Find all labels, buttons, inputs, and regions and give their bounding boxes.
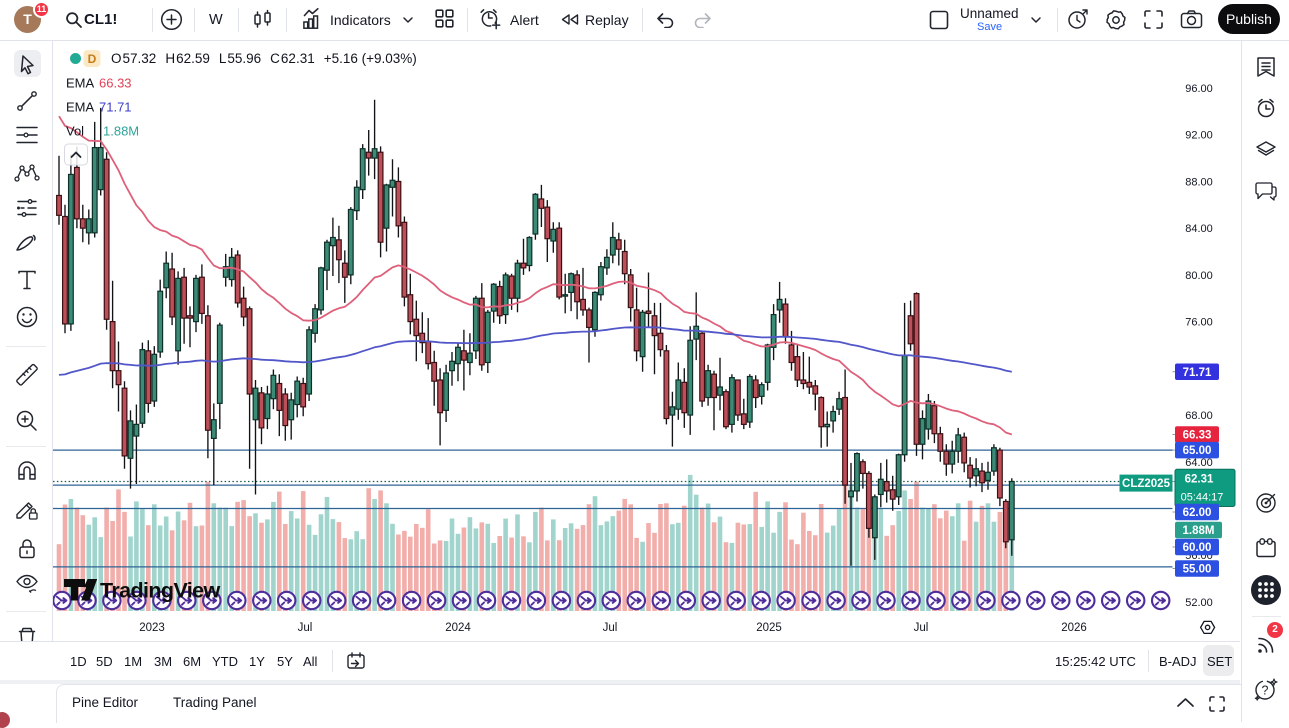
svg-text:05:44:17: 05:44:17	[1181, 492, 1224, 504]
svg-text:62.00: 62.00	[1183, 507, 1212, 519]
svg-text:2026: 2026	[1061, 622, 1087, 634]
svg-text:1.88M: 1.88M	[1183, 525, 1215, 537]
svg-text:Jul: Jul	[298, 622, 313, 634]
svg-text:EMA 66.33: EMA 66.33	[66, 76, 132, 91]
svg-text:96.00: 96.00	[1185, 83, 1213, 95]
svg-text:76.00: 76.00	[1185, 317, 1213, 329]
svg-text:62.31: 62.31	[1185, 474, 1214, 486]
svg-text:65.00: 65.00	[1183, 445, 1212, 457]
svg-text:D: D	[88, 52, 97, 66]
svg-text:88.00: 88.00	[1185, 176, 1213, 188]
svg-text:80.00: 80.00	[1185, 270, 1213, 282]
svg-text:2025: 2025	[756, 622, 782, 634]
svg-text:2024: 2024	[445, 622, 471, 634]
svg-text:66.33: 66.33	[1183, 430, 1212, 442]
svg-text:Jul: Jul	[603, 622, 618, 634]
svg-text:EMA 71.71: EMA 71.71	[66, 100, 132, 115]
svg-text:Jul: Jul	[914, 622, 929, 634]
svg-text:64.00: 64.00	[1185, 457, 1213, 469]
svg-text:2023: 2023	[139, 622, 165, 634]
svg-text:CLZ2025: CLZ2025	[1122, 478, 1171, 490]
svg-text:71.71: 71.71	[1183, 367, 1212, 379]
svg-text:Vol 1.88M: Vol 1.88M	[66, 124, 139, 139]
svg-text:84.00: 84.00	[1185, 223, 1213, 235]
svg-text:TradingView: TradingView	[100, 579, 221, 603]
svg-text:60.00: 60.00	[1183, 542, 1212, 554]
svg-text:68.00: 68.00	[1185, 410, 1213, 422]
svg-text:52.00: 52.00	[1185, 597, 1213, 609]
svg-text:55.00: 55.00	[1183, 564, 1212, 576]
svg-text:92.00: 92.00	[1185, 130, 1213, 142]
svg-text:?: ?	[1262, 684, 1269, 698]
